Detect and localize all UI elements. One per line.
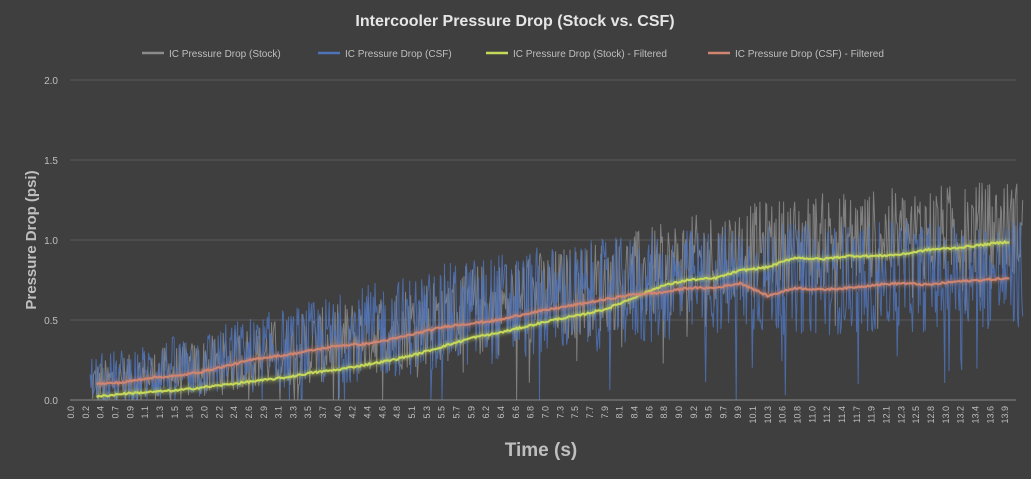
x-tick-label: 4.8 — [392, 406, 402, 419]
legend-label: IC Pressure Drop (CSF) — [345, 49, 452, 60]
x-tick-label: 3.3 — [288, 406, 298, 419]
x-tick-label: 10.6 — [778, 406, 788, 424]
x-tick-label: 8.6 — [644, 406, 654, 419]
chart-title: Intercooler Pressure Drop (Stock vs. CSF… — [355, 13, 674, 30]
x-tick-label: 10.1 — [748, 406, 758, 424]
x-tick-label: 4.6 — [377, 406, 387, 419]
y-axis-ticks: 0.0 0.5 1.0 1.5 2.0 — [44, 76, 58, 407]
x-tick-label: 5.7 — [452, 406, 462, 419]
x-tick-label: 2.0 — [199, 406, 209, 419]
x-tick-label: 7.9 — [600, 406, 610, 419]
x-tick-label: 8.1 — [615, 406, 625, 419]
x-tick-label: 8.8 — [659, 406, 669, 419]
y-tick-label: 1.0 — [44, 236, 58, 247]
legend-label: IC Pressure Drop (Stock) — [169, 49, 281, 60]
x-tick-label: 11.4 — [837, 406, 847, 423]
x-tick-label: 1.8 — [185, 406, 195, 419]
x-tick-label: 2.9 — [259, 406, 269, 419]
x-tick-label: 11.0 — [807, 406, 817, 423]
y-axis-title: Pressure Drop (psi) — [23, 170, 40, 309]
x-tick-label: 5.3 — [422, 406, 432, 419]
x-tick-label: 10.8 — [793, 406, 803, 424]
x-tick-label: 9.9 — [733, 406, 743, 419]
x-tick-label: 2.6 — [244, 406, 254, 419]
x-axis-ticks: 0.0 0.2 0.4 0.7 0.9 1.1 1.3 1.5 1.8 2.0 2.2 2.4 2.6 2… — [66, 406, 1010, 424]
x-tick-label: 12.5 — [911, 406, 921, 424]
legend-label: IC Pressure Drop (Stock) - Filtered — [513, 49, 667, 60]
x-tick-label: 3.1 — [274, 406, 284, 419]
x-tick-label: 13.0 — [941, 406, 951, 424]
x-tick-label: 4.2 — [348, 406, 358, 419]
x-tick-label: 0.9 — [125, 406, 135, 419]
x-axis-title: Time (s) — [505, 440, 578, 461]
plot-area — [89, 182, 1024, 402]
x-tick-label: 12.8 — [926, 406, 936, 424]
x-tick-label: 3.7 — [318, 406, 328, 419]
legend-label: IC Pressure Drop (CSF) - Filtered — [735, 49, 884, 60]
x-tick-label: 0.7 — [110, 406, 120, 419]
y-tick-label: 0.5 — [44, 316, 58, 327]
x-tick-label: 6.2 — [481, 406, 491, 419]
x-tick-label: 13.4 — [970, 406, 980, 424]
y-tick-label: 2.0 — [44, 76, 58, 87]
x-tick-label: 4.4 — [363, 406, 373, 419]
x-tick-label: 7.3 — [555, 406, 565, 419]
x-tick-label: 12.1 — [882, 406, 892, 424]
x-tick-label: 1.5 — [170, 406, 180, 419]
y-tick-label: 1.5 — [44, 156, 58, 167]
series-line — [96, 277, 1010, 386]
x-tick-label: 6.6 — [511, 406, 521, 419]
x-tick-label: 11.2 — [822, 406, 832, 423]
x-tick-label: 0.0 — [66, 406, 76, 419]
x-tick-label: 7.0 — [540, 406, 550, 419]
x-tick-label: 9.5 — [704, 406, 714, 419]
x-tick-label: 1.1 — [140, 406, 150, 419]
x-tick-label: 10.3 — [763, 406, 773, 424]
x-tick-label: 11.7 — [852, 406, 862, 423]
x-tick-label: 13.9 — [1000, 406, 1010, 424]
x-tick-label: 9.0 — [674, 406, 684, 419]
x-tick-label: 5.9 — [466, 406, 476, 419]
x-tick-label: 9.7 — [718, 406, 728, 419]
series-line — [96, 240, 1010, 399]
x-tick-label: 3.5 — [303, 406, 313, 419]
x-tick-label: 2.4 — [229, 406, 239, 419]
x-tick-label: 0.2 — [81, 406, 91, 419]
x-tick-label: 0.4 — [96, 406, 106, 419]
x-tick-label: 11.9 — [867, 406, 877, 423]
x-tick-label: 13.2 — [956, 406, 966, 424]
x-tick-label: 12.3 — [896, 406, 906, 424]
x-tick-label: 6.8 — [526, 406, 536, 419]
x-tick-label: 2.2 — [214, 406, 224, 419]
x-tick-label: 4.0 — [333, 406, 343, 419]
x-tick-label: 7.7 — [585, 406, 595, 419]
y-tick-label: 0.0 — [44, 396, 58, 407]
x-tick-label: 8.4 — [629, 406, 639, 419]
x-tick-label: 1.3 — [155, 406, 165, 419]
x-tick-label: 13.6 — [985, 406, 995, 424]
x-tick-label: 5.5 — [437, 406, 447, 419]
series-line — [89, 220, 1024, 402]
x-tick-label: 7.5 — [570, 406, 580, 419]
x-tick-label: 9.2 — [689, 406, 699, 419]
x-tick-label: 6.4 — [496, 406, 506, 419]
x-tick-label: 5.1 — [407, 406, 417, 419]
legend: IC Pressure Drop (Stock) IC Pressure Drop… — [142, 49, 884, 60]
